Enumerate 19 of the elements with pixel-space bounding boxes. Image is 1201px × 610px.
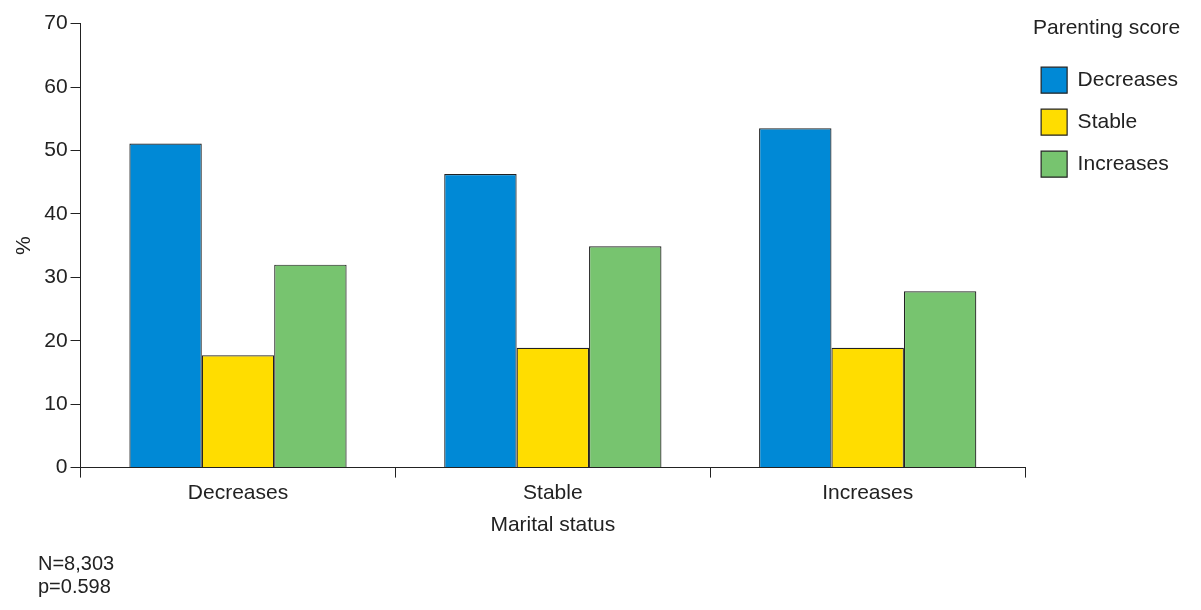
y-tick-label: 70 <box>44 10 68 34</box>
y-tick-label: 60 <box>44 73 68 97</box>
legend-title: Parenting score <box>1033 15 1181 39</box>
y-tick-label: 20 <box>44 327 68 351</box>
text: p=0.598 <box>38 574 111 597</box>
x-axis-title: Marital status <box>490 512 616 536</box>
x-tick-label: Increases <box>822 480 914 503</box>
legend-label: Stable <box>1077 109 1138 132</box>
legend-label: Increases <box>1077 151 1169 174</box>
y-tick-label: 10 <box>44 390 68 414</box>
x-tick-label: Decreases <box>187 480 289 503</box>
text: N=8,303 <box>38 551 115 574</box>
y-tick-label: 0 <box>55 454 68 478</box>
y-tick-label: 30 <box>44 264 68 288</box>
y-axis-title: % <box>11 236 35 255</box>
legend-label: Decreases <box>1077 67 1179 90</box>
x-tick-label: Stable <box>523 480 583 503</box>
y-tick-label: 50 <box>44 137 68 161</box>
y-tick-label: 40 <box>44 200 68 224</box>
